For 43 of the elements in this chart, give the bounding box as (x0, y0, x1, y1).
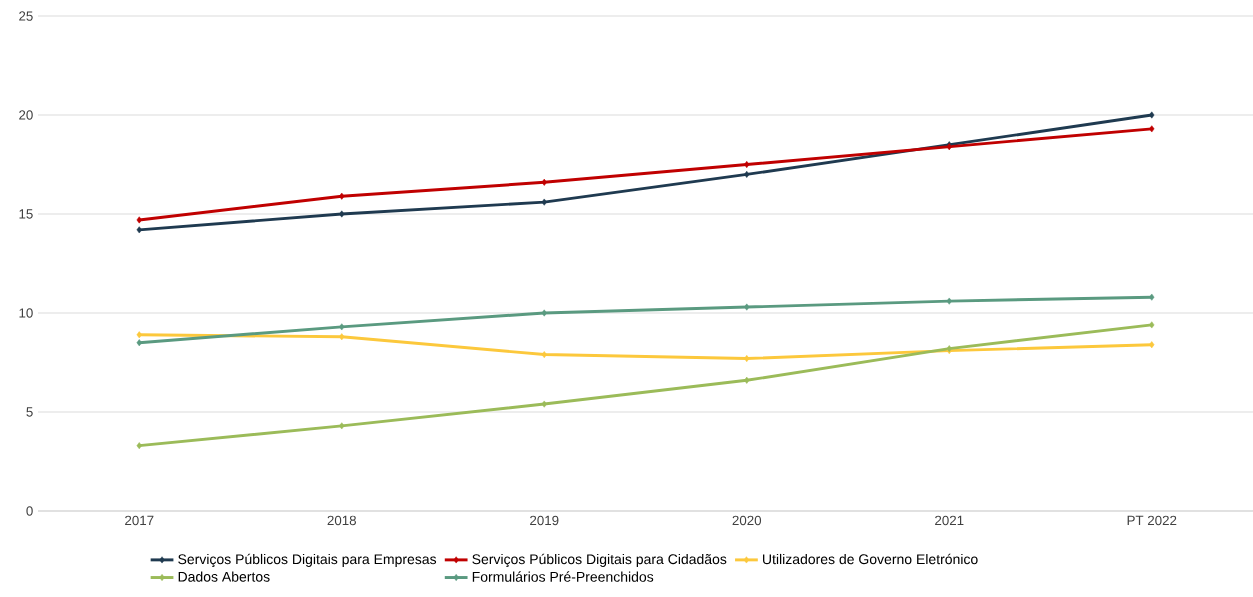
point (1149, 321, 1155, 329)
point (1149, 111, 1155, 119)
y-tick-label: 15 (19, 209, 33, 219)
point (541, 309, 547, 317)
point (946, 297, 952, 305)
point (1149, 341, 1155, 349)
point (744, 355, 750, 363)
point (541, 178, 547, 186)
legend-label: Utilizadores de Governo Eletrónico (763, 553, 978, 565)
point (744, 303, 750, 311)
point (541, 400, 547, 408)
point (1149, 125, 1155, 133)
point (744, 161, 750, 168)
x-tick-label: 2021 (935, 515, 964, 526)
y-tick-label: 0 (26, 506, 33, 516)
y-tick-label: 10 (19, 308, 33, 318)
point (1149, 293, 1155, 301)
point (339, 210, 345, 218)
y-tick-label: 20 (19, 110, 33, 120)
point (541, 198, 547, 206)
x-tick-label: 2017 (125, 515, 154, 526)
legend-label: Dados Abertos (178, 571, 270, 582)
point (744, 376, 750, 384)
point (744, 170, 750, 178)
y-tick-label: 5 (26, 407, 33, 417)
point (541, 351, 547, 359)
x-tick-label: PT 2022 (1127, 515, 1177, 526)
point (136, 216, 142, 224)
point (339, 323, 345, 331)
x-tick-label: 2018 (327, 515, 356, 526)
point (339, 422, 345, 430)
legend-label: Formulários Pré-Preenchidos (472, 571, 654, 582)
point (136, 339, 142, 347)
point (136, 442, 142, 450)
point (136, 331, 142, 339)
legend-label: Serviços Públicos Digitais para Cidadãos (472, 553, 727, 567)
x-tick-label: 2019 (530, 515, 559, 526)
x-tick-label: 2020 (732, 515, 762, 526)
point (339, 192, 345, 200)
point (136, 226, 142, 234)
legend-label: Serviços Públicos Digitais para Empresas (178, 553, 437, 567)
y-tick-label: 25 (19, 11, 33, 21)
point (339, 333, 345, 341)
